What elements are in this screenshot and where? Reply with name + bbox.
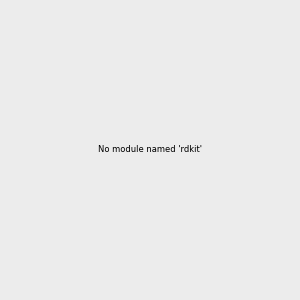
Text: No module named 'rdkit': No module named 'rdkit': [98, 146, 202, 154]
